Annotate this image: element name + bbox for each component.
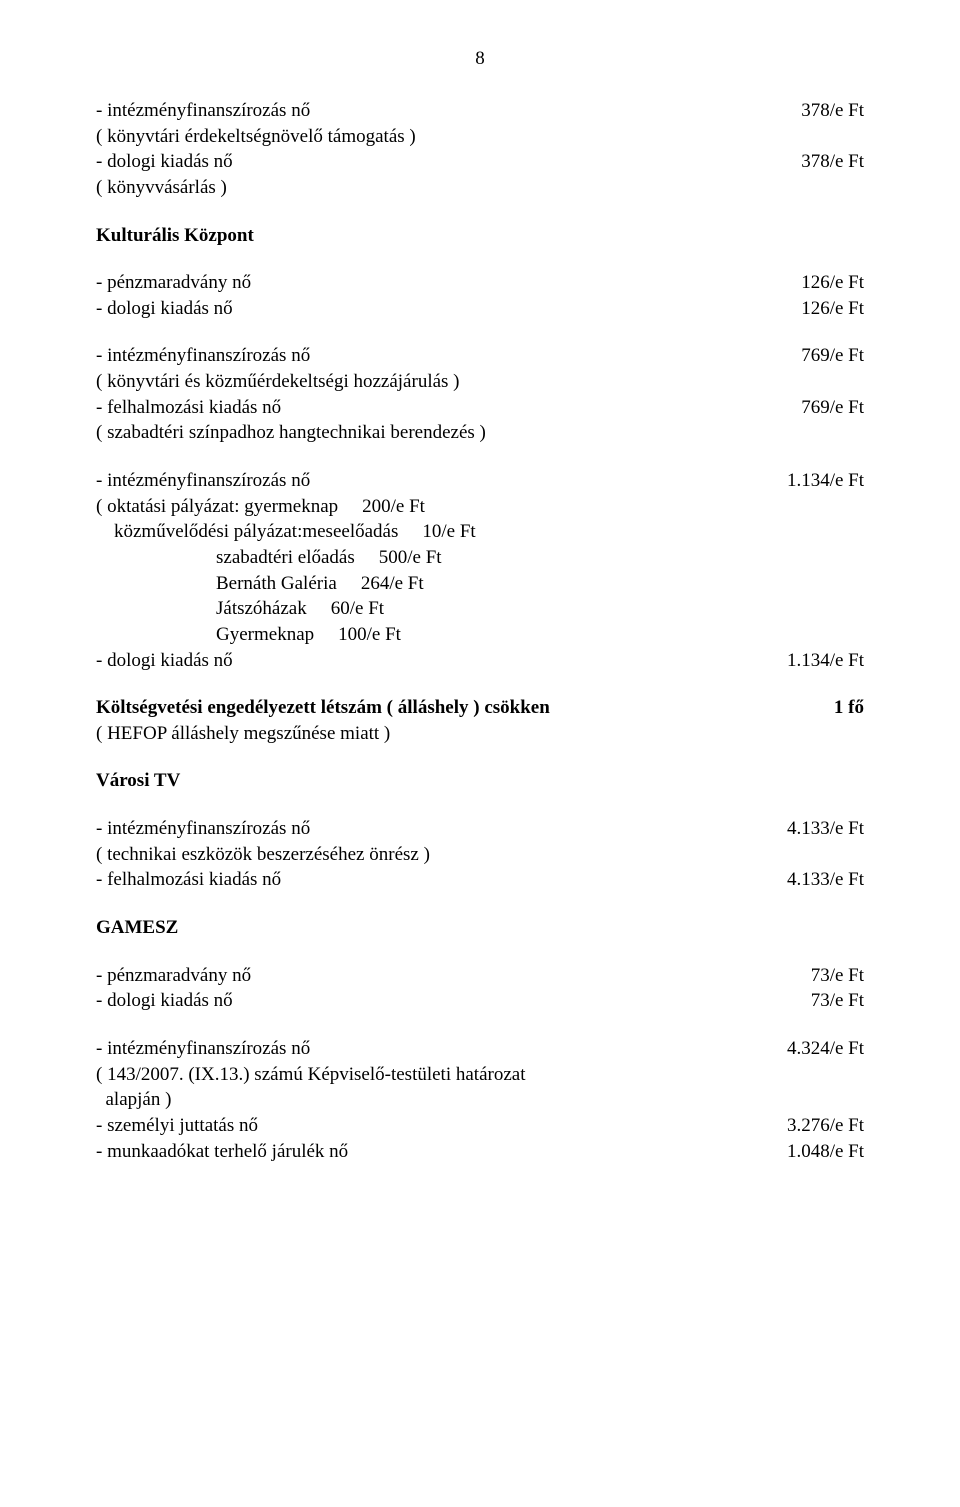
- staff-amount: 1 fő: [818, 695, 864, 721]
- section-heading-tv: Városi TV: [96, 768, 864, 794]
- line-item: - intézményfinanszírozás nő 4.324/e Ft: [96, 1036, 864, 1062]
- item-amount: 126/e Ft: [785, 270, 864, 296]
- line-item: - dologi kiadás nő 378/e Ft: [96, 149, 864, 175]
- staff-sub-label: ( HEFOP álláshely megszűnése miatt ): [96, 721, 864, 747]
- line-item: - személyi juttatás nő 3.276/e Ft: [96, 1113, 864, 1139]
- sub-label: Gyermeknap: [216, 622, 314, 648]
- sub-amount: 200/e Ft: [338, 494, 425, 520]
- item-label: alapján ): [96, 1087, 864, 1113]
- item-amount: 1.134/e Ft: [771, 648, 864, 674]
- sub-label: ( oktatási pályázat: gyermeknap: [96, 494, 338, 520]
- sub-item: szabadtéri előadás 500/e Ft: [216, 545, 864, 571]
- line-item: - intézményfinanszírozás nő 1.134/e Ft: [96, 468, 864, 494]
- document-page: 8 - intézményfinanszírozás nő 378/e Ft (…: [0, 0, 960, 1224]
- item-amount: 769/e Ft: [785, 343, 864, 369]
- sub-amount: 100/e Ft: [314, 622, 401, 648]
- item-label: ( könyvvásárlás ): [96, 175, 864, 201]
- item-label: - intézményfinanszírozás nő: [96, 1036, 771, 1062]
- sub-item: Gyermeknap 100/e Ft: [216, 622, 864, 648]
- line-item: - pénzmaradvány nő 126/e Ft: [96, 270, 864, 296]
- page-number: 8: [96, 48, 864, 70]
- staff-sub: ( HEFOP álláshely megszűnése miatt ): [96, 721, 864, 747]
- line-item: ( könyvvásárlás ): [96, 175, 864, 201]
- item-amount: 4.133/e Ft: [771, 867, 864, 893]
- sub-label: Játszóházak: [216, 596, 307, 622]
- line-item: ( technikai eszközök beszerzéséhez önrés…: [96, 842, 864, 868]
- item-label: - intézményfinanszírozás nő: [96, 98, 785, 124]
- item-label: - dologi kiadás nő: [96, 988, 795, 1014]
- line-item: - intézményfinanszírozás nő 769/e Ft: [96, 343, 864, 369]
- line-item: - intézményfinanszírozás nő 4.133/e Ft: [96, 816, 864, 842]
- item-label: - intézményfinanszírozás nő: [96, 343, 785, 369]
- item-amount: 73/e Ft: [795, 963, 864, 989]
- item-label: - felhalmozási kiadás nő: [96, 867, 771, 893]
- item-label: ( 143/2007. (IX.13.) számú Képviselő-tes…: [96, 1062, 864, 1088]
- item-amount: 769/e Ft: [785, 395, 864, 421]
- item-label: - intézményfinanszírozás nő: [96, 816, 771, 842]
- item-amount: 4.133/e Ft: [771, 816, 864, 842]
- item-amount: 126/e Ft: [785, 296, 864, 322]
- sub-label: szabadtéri előadás: [216, 545, 355, 571]
- line-item: - dologi kiadás nő 1.134/e Ft: [96, 648, 864, 674]
- sub-item: közművelődési pályázat:meseelőadás 10/e …: [114, 519, 864, 545]
- line-item: - munkaadókat terhelő járulék nő 1.048/e…: [96, 1139, 864, 1165]
- item-label: ( szabadtéri színpadhoz hangtechnikai be…: [96, 420, 864, 446]
- heading-text: Városi TV: [96, 768, 864, 794]
- line-item: - felhalmozási kiadás nő 4.133/e Ft: [96, 867, 864, 893]
- item-amount: 1.048/e Ft: [771, 1139, 864, 1165]
- line-item: alapján ): [96, 1087, 864, 1113]
- sub-item: Bernáth Galéria 264/e Ft: [216, 571, 864, 597]
- item-label: - dologi kiadás nő: [96, 296, 785, 322]
- line-item: - felhalmozási kiadás nő 769/e Ft: [96, 395, 864, 421]
- line-item: - dologi kiadás nő 126/e Ft: [96, 296, 864, 322]
- item-label: ( könyvtári és közműérdekeltségi hozzájá…: [96, 369, 864, 395]
- sub-amount: 264/e Ft: [337, 571, 424, 597]
- item-label: - munkaadókat terhelő járulék nő: [96, 1139, 771, 1165]
- line-item: ( 143/2007. (IX.13.) számú Képviselő-tes…: [96, 1062, 864, 1088]
- line-item: ( könyvtári érdekeltségnövelő támogatás …: [96, 124, 864, 150]
- item-label: - pénzmaradvány nő: [96, 963, 795, 989]
- sub-amount: 60/e Ft: [307, 596, 384, 622]
- line-item: ( könyvtári és közműérdekeltségi hozzájá…: [96, 369, 864, 395]
- item-label: - dologi kiadás nő: [96, 149, 785, 175]
- item-amount: 378/e Ft: [785, 98, 864, 124]
- section-heading-kulturalis: Kulturális Központ: [96, 223, 864, 249]
- staff-line: Költségvetési engedélyezett létszám ( ál…: [96, 695, 864, 721]
- item-amount: 4.324/e Ft: [771, 1036, 864, 1062]
- line-item: ( szabadtéri színpadhoz hangtechnikai be…: [96, 420, 864, 446]
- line-item: - dologi kiadás nő 73/e Ft: [96, 988, 864, 1014]
- item-label: - személyi juttatás nő: [96, 1113, 771, 1139]
- sub-amount: 500/e Ft: [355, 545, 442, 571]
- sub-item: ( oktatási pályázat: gyermeknap 200/e Ft: [96, 494, 864, 520]
- item-amount: 378/e Ft: [785, 149, 864, 175]
- heading-text: GAMESZ: [96, 915, 864, 941]
- sub-amount: 10/e Ft: [398, 519, 475, 545]
- item-amount: 73/e Ft: [795, 988, 864, 1014]
- sub-label: Bernáth Galéria: [216, 571, 337, 597]
- section-heading-gamesz: GAMESZ: [96, 915, 864, 941]
- item-amount: 3.276/e Ft: [771, 1113, 864, 1139]
- sub-item: Játszóházak 60/e Ft: [216, 596, 864, 622]
- heading-text: Kulturális Központ: [96, 223, 864, 249]
- item-label: - dologi kiadás nő: [96, 648, 771, 674]
- item-label: ( technikai eszközök beszerzéséhez önrés…: [96, 842, 864, 868]
- item-label: - intézményfinanszírozás nő: [96, 468, 771, 494]
- item-label: - pénzmaradvány nő: [96, 270, 785, 296]
- item-amount: 1.134/e Ft: [771, 468, 864, 494]
- sub-label: közművelődési pályázat:meseelőadás: [114, 519, 398, 545]
- item-label: - felhalmozási kiadás nő: [96, 395, 785, 421]
- staff-label: Költségvetési engedélyezett létszám ( ál…: [96, 695, 818, 721]
- line-item: - intézményfinanszírozás nő 378/e Ft: [96, 98, 864, 124]
- item-label: ( könyvtári érdekeltségnövelő támogatás …: [96, 124, 864, 150]
- line-item: - pénzmaradvány nő 73/e Ft: [96, 963, 864, 989]
